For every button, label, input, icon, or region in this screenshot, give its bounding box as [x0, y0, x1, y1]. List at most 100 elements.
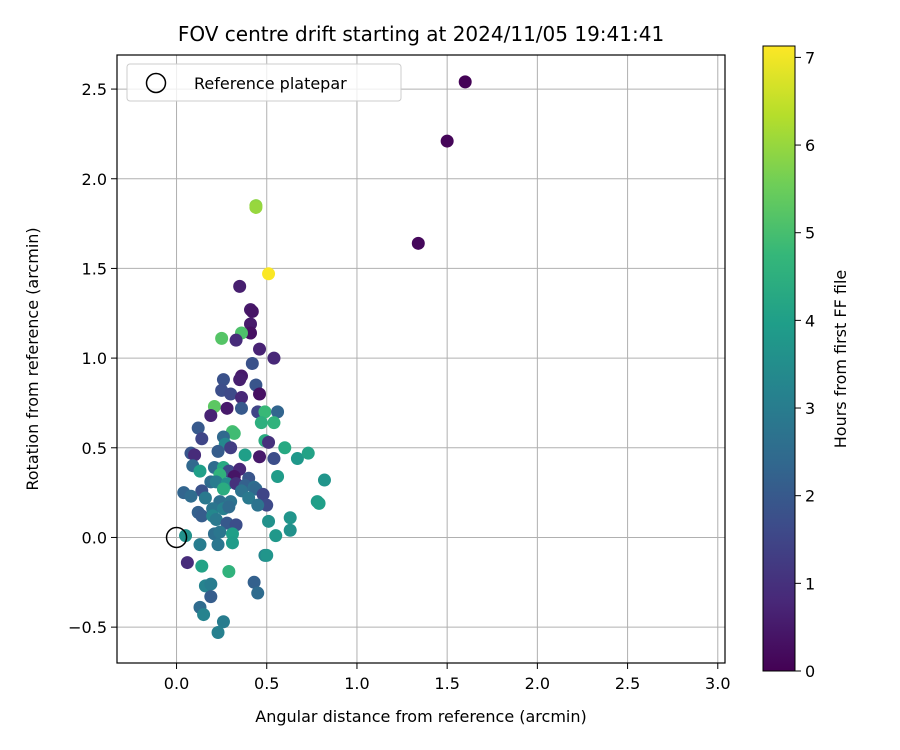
data-point [204, 577, 218, 591]
x-tick-label: 1.5 [434, 674, 459, 693]
data-point [211, 444, 225, 458]
y-tick-label: 1.5 [82, 259, 107, 278]
data-point [225, 527, 239, 541]
data-point [267, 416, 281, 430]
data-point [234, 391, 248, 405]
colorbar-tick-label: 3 [805, 399, 815, 418]
data-point [267, 452, 281, 466]
colorbar-tick-label: 7 [805, 48, 815, 67]
data-point [195, 509, 209, 523]
data-point [254, 416, 268, 430]
data-point [188, 448, 202, 462]
data-point [204, 590, 218, 604]
data-point [253, 342, 267, 356]
data-point [301, 446, 315, 460]
data-point [253, 450, 267, 464]
data-point [216, 615, 230, 629]
data-point [234, 401, 248, 415]
data-point [278, 441, 292, 455]
x-tick-label: 2.0 [525, 674, 550, 693]
plot-frame [116, 54, 726, 664]
data-point [215, 331, 229, 345]
data-point [216, 373, 230, 387]
data-point [244, 317, 258, 331]
x-tick-label: 2.5 [615, 674, 640, 693]
data-point [198, 491, 212, 505]
data-point [211, 538, 225, 552]
data-point [244, 326, 258, 340]
colorbar-label: Hours from first FF file [831, 270, 850, 449]
data-point [193, 464, 207, 478]
data-point [220, 401, 234, 415]
data-point [209, 513, 223, 527]
colorbar-tick-label: 0 [805, 662, 815, 681]
legend-marker-icon [145, 72, 167, 94]
y-axis-label: Rotation from reference (arcmin) [23, 227, 42, 490]
data-point [458, 75, 472, 89]
x-tick-label: 3.0 [705, 674, 730, 693]
colorbar-tick-label: 6 [805, 136, 815, 155]
colorbar: 0 1 2 3 4 5 6 7 Hours from first FF file [762, 45, 850, 681]
legend-box [126, 63, 402, 102]
data-point [222, 565, 236, 579]
data-point [262, 267, 276, 281]
colorbar-tick-label: 4 [805, 311, 815, 330]
data-point [211, 626, 225, 640]
data-points [177, 75, 472, 640]
data-point [317, 473, 331, 487]
data-point [251, 498, 265, 512]
data-point [262, 514, 276, 528]
data-point [269, 529, 283, 543]
colorbar-tick-label: 5 [805, 224, 815, 243]
data-point [290, 452, 304, 466]
data-point [204, 408, 218, 422]
data-point [245, 356, 259, 370]
data-point [224, 387, 238, 401]
data-point [195, 432, 209, 446]
data-point [225, 536, 239, 550]
data-point [440, 134, 454, 148]
colorbar-gradient [762, 45, 796, 672]
data-point [260, 498, 274, 512]
data-point [283, 511, 297, 525]
legend: Reference platepar [126, 63, 402, 102]
data-point [197, 608, 211, 622]
data-point [247, 575, 261, 589]
data-point [224, 441, 238, 455]
data-point [193, 538, 207, 552]
data-point [227, 426, 241, 440]
y-tick-label: 2.5 [82, 80, 107, 99]
y-tick-label: 0.0 [82, 528, 107, 547]
y-tick-label: 1.0 [82, 349, 107, 368]
data-point [222, 500, 236, 514]
data-point [191, 421, 205, 435]
data-point [283, 523, 297, 537]
data-point [213, 525, 227, 539]
data-point [260, 548, 274, 562]
data-point [180, 556, 194, 570]
data-point [238, 448, 252, 462]
data-point [256, 487, 270, 501]
colorbar-tick-label: 2 [805, 487, 815, 506]
data-point [267, 351, 281, 365]
data-point [179, 529, 193, 543]
data-point [271, 469, 285, 483]
y-tick-label: 0.5 [82, 439, 107, 458]
data-point [195, 559, 209, 573]
colorbar-tick-label: 1 [805, 574, 815, 593]
data-point [242, 491, 256, 505]
data-point [184, 489, 198, 503]
grid-lines [117, 55, 725, 663]
data-point [258, 405, 272, 419]
y-tick-label: −0.5 [68, 618, 107, 637]
data-point [233, 279, 247, 293]
data-point [411, 236, 425, 250]
reference-platepar-marker [165, 526, 188, 549]
colorbar-ticks: 0 1 2 3 4 5 6 7 [795, 48, 815, 681]
data-point [229, 333, 243, 347]
data-point [216, 482, 230, 496]
x-tick-label: 0.0 [164, 674, 189, 693]
y-axis-ticks: −0.5 0.0 0.5 1.0 1.5 2.0 2.5 [68, 80, 117, 637]
data-point [253, 387, 267, 401]
